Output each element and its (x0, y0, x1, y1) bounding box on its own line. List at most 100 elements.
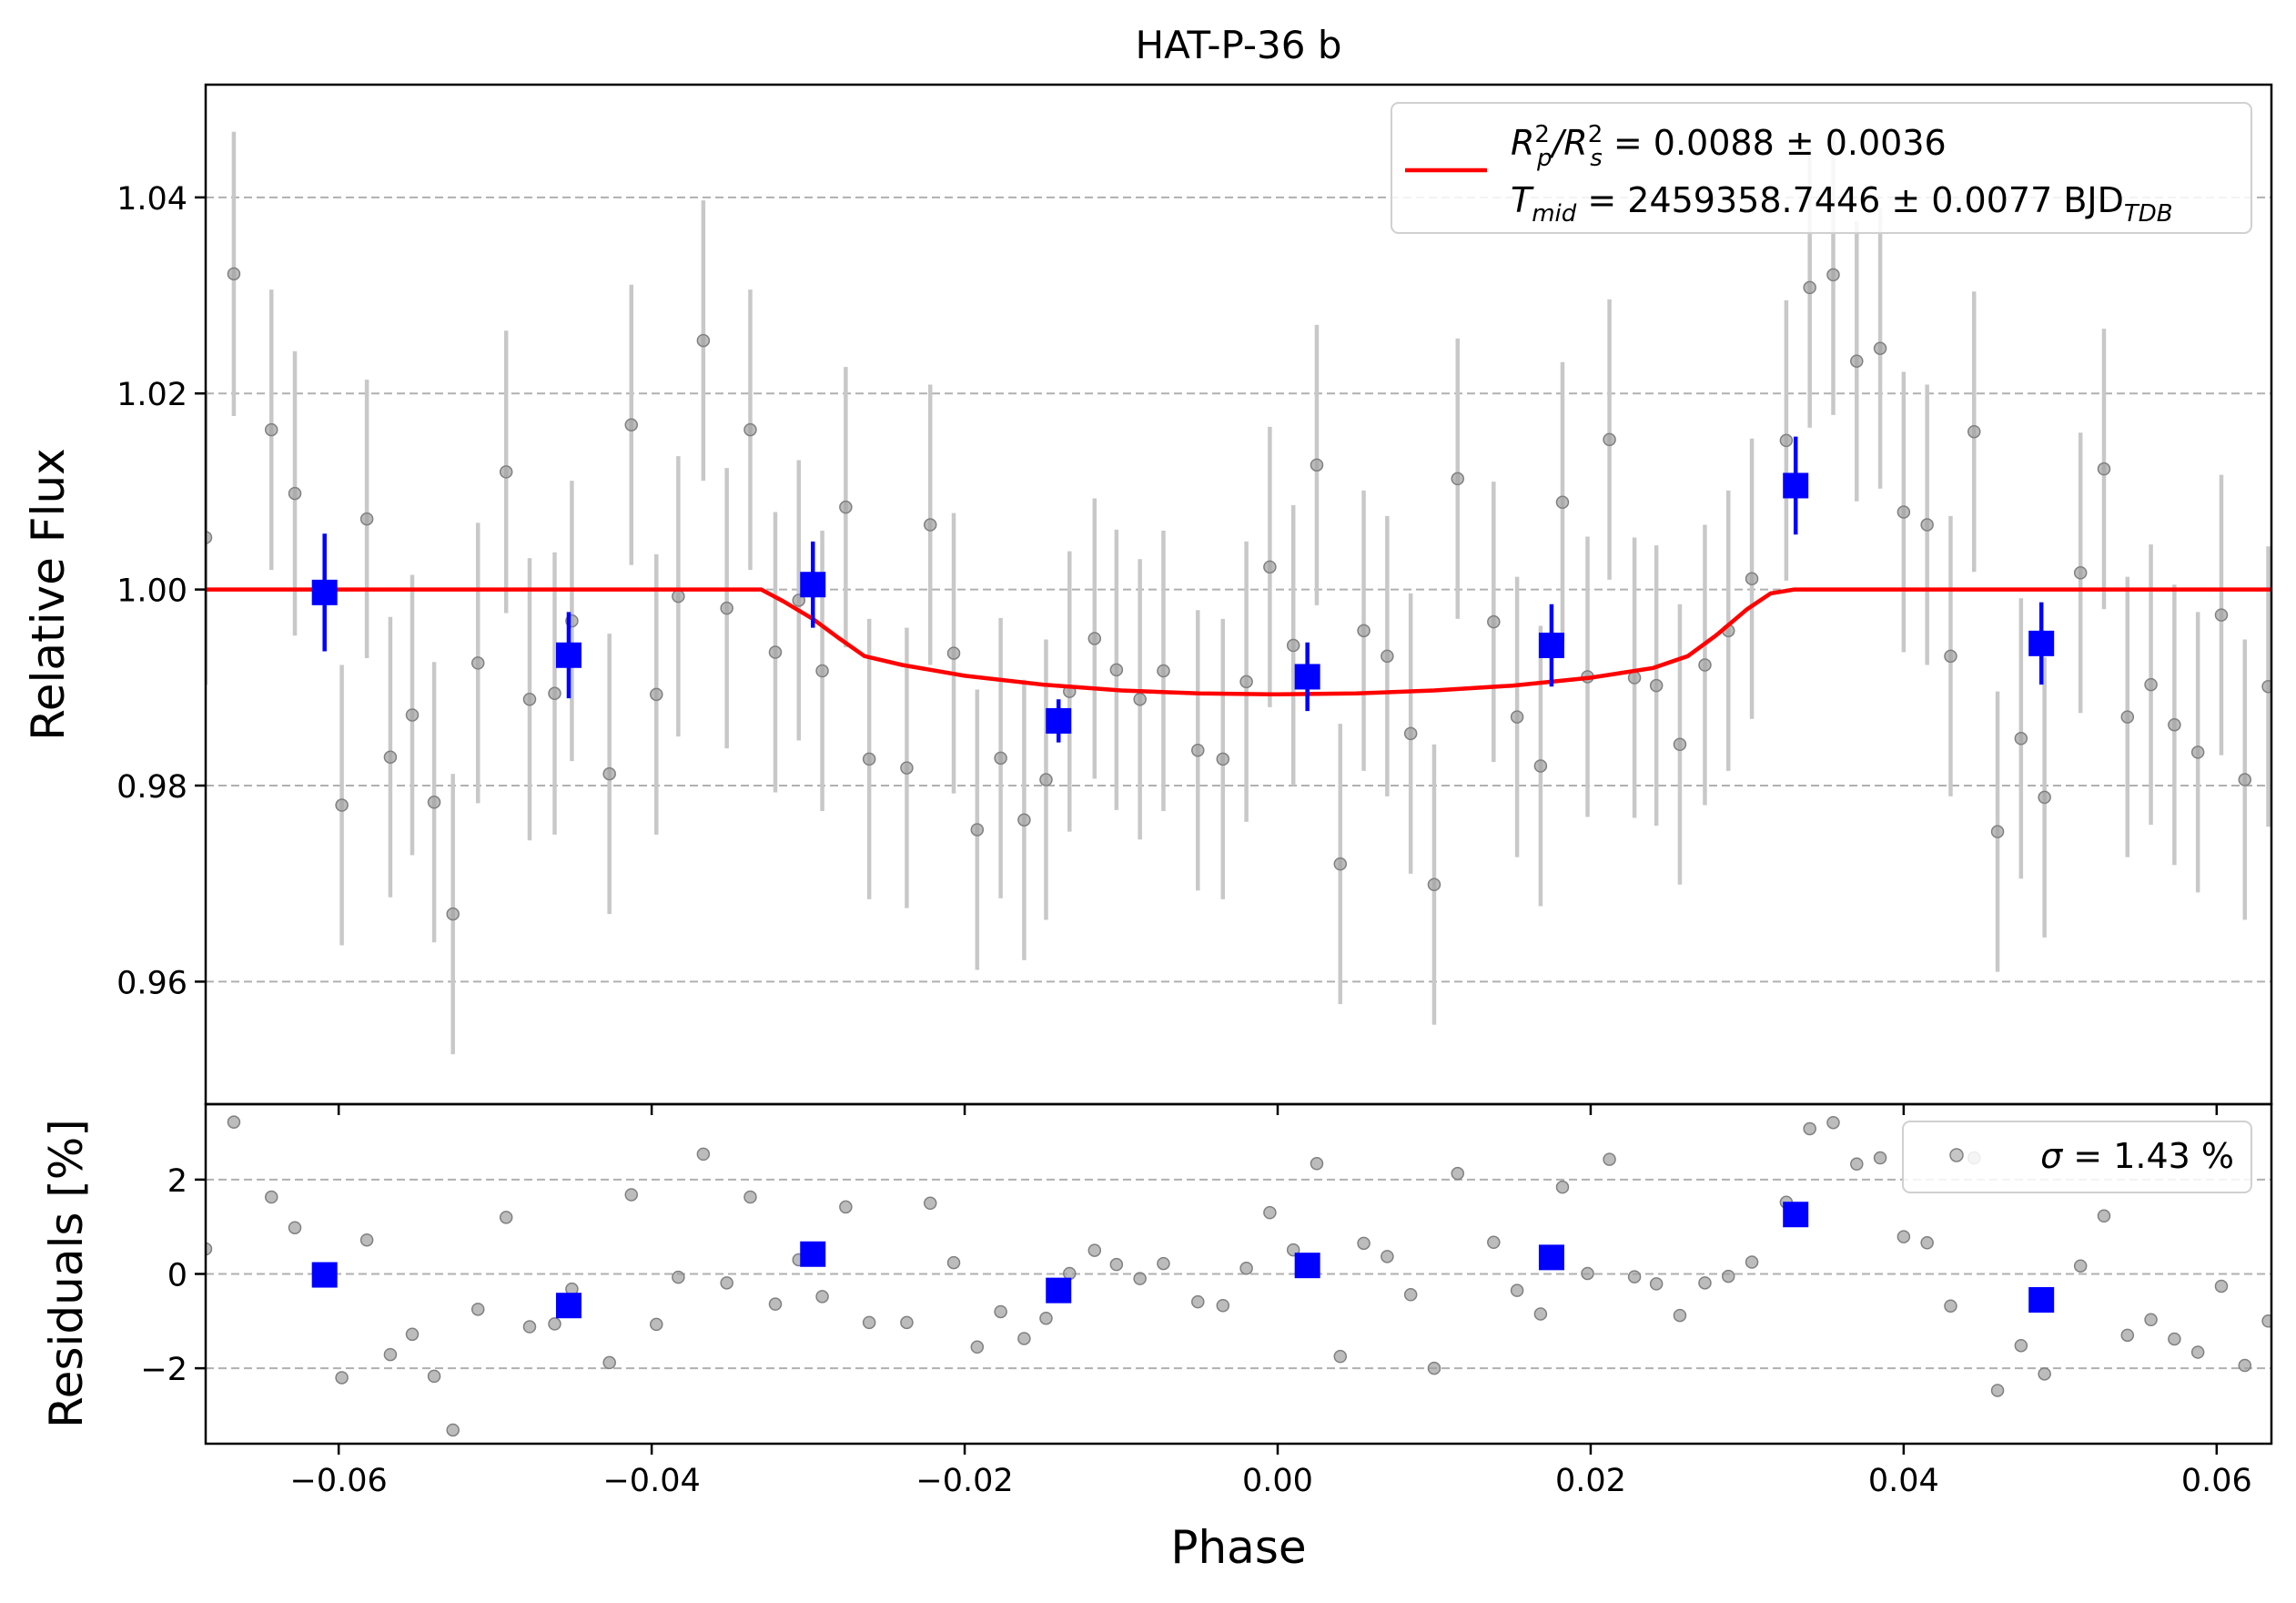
legend-tmid-value: = 2459358.7446 ± 0.0077 BJD (1576, 180, 2124, 220)
flux-y-ticks: 0.96 0.98 1.00 1.02 1.04 (116, 181, 206, 1001)
residuals-raw-point (1333, 1349, 1348, 1364)
legend-radius-ratio-text: R2 p/R2 s = 0.0088 ± 0.0036 (1511, 121, 1947, 172)
legend-tmid-text: Tmid = 2459358.7446 ± 0.0077 BJDTDB (1511, 180, 2173, 228)
residuals-raw-point (1357, 1236, 1371, 1251)
residuals-binned-point (1294, 1253, 1320, 1279)
residuals-raw-point (1555, 1180, 1570, 1194)
residuals-binned-point (311, 1262, 338, 1288)
residuals-raw-point (2214, 1279, 2229, 1294)
flux-raw-point (1109, 663, 1124, 677)
flux-y-tick-label: 0.96 (116, 965, 187, 1001)
flux-raw-point (1510, 710, 1524, 724)
residuals-raw-point (2097, 1209, 2111, 1223)
residuals-raw-point (335, 1371, 349, 1385)
residuals-raw-point (900, 1315, 914, 1330)
flux-raw-point (768, 645, 783, 659)
residuals-raw-point (1039, 1311, 1053, 1325)
residuals-raw-point (602, 1355, 616, 1370)
residuals-data (206, 1115, 2271, 1437)
residuals-x-tick-label: 0.00 (1242, 1463, 1313, 1499)
flux-raw-point (1779, 433, 1794, 448)
residuals-raw-point (1191, 1294, 1205, 1309)
residuals-raw-point (1451, 1166, 1465, 1181)
residuals-raw-point (1803, 1121, 1816, 1136)
flux-binned-point (1046, 707, 1072, 734)
flux-raw-point (2238, 773, 2252, 786)
residuals-raw-point (720, 1276, 733, 1290)
residuals-raw-point (1581, 1266, 1594, 1281)
flux-raw-point (1487, 614, 1501, 629)
flux-raw-point (405, 708, 420, 722)
flux-raw-point (1133, 692, 1147, 706)
flux-raw-point (2073, 566, 2088, 580)
residuals-binned-point (800, 1241, 826, 1267)
residuals-raw-point (1722, 1269, 1735, 1283)
residuals-raw-point (2168, 1332, 2181, 1346)
flux-raw-point (1649, 678, 1664, 693)
residuals-raw-point (1403, 1288, 1418, 1302)
residuals-raw-point (264, 1190, 278, 1204)
flux-raw-point (2097, 462, 2111, 476)
flux-raw-point (2261, 679, 2271, 694)
flux-legend: R2 p/R2 s = 0.0088 ± 0.0036 Tmid = 2459358… (1391, 102, 2252, 234)
legend-sup-b: 2 (1588, 121, 1603, 148)
residuals-binned-point (1538, 1244, 1564, 1271)
flux-binned-point (1783, 472, 1809, 499)
residuals-raw-point (650, 1317, 663, 1332)
residuals-x-tick-label: 0.04 (1868, 1463, 1939, 1499)
flux-raw-point (1087, 632, 1102, 645)
residuals-raw-point (1698, 1276, 1712, 1290)
residuals-raw-point (2190, 1345, 2205, 1359)
residuals-x-tick-label: −0.02 (915, 1463, 1013, 1499)
legend-radius-ratio-value: = 0.0088 ± 0.0036 (1603, 123, 1947, 163)
flux-raw-point (1533, 759, 1548, 773)
residuals-raw-point (206, 1242, 213, 1256)
flux-raw-point (1403, 726, 1418, 741)
flux-raw-point (1555, 495, 1570, 510)
residuals-raw-point (2238, 1358, 2252, 1373)
residuals-raw-point (1017, 1332, 1031, 1345)
flux-raw-point (1896, 505, 1911, 519)
residuals-raw-point (1063, 1266, 1077, 1281)
flux-raw-point (1603, 432, 1616, 447)
chart-title: HAT-P-36 b (1135, 23, 1341, 67)
flux-raw-point (206, 531, 213, 544)
residuals-binned-point (2028, 1286, 2055, 1313)
x-axis-label: Phase (1170, 1521, 1306, 1574)
flux-raw-point (994, 751, 1007, 766)
flux-raw-point (1826, 268, 1840, 282)
residuals-raw-point (1310, 1157, 1324, 1171)
residuals-raw-point (1649, 1277, 1664, 1291)
residuals-raw-point (815, 1290, 829, 1304)
residuals-raw-point (2014, 1338, 2028, 1353)
residuals-raw-point (2120, 1328, 2135, 1343)
flux-raw-point (1990, 825, 2005, 838)
flux-raw-point (1427, 878, 1441, 892)
flux-raw-point (288, 486, 302, 501)
residuals-raw-point (839, 1200, 853, 1214)
flux-binned-point (1538, 633, 1564, 658)
flux-raw-point (696, 333, 711, 348)
flux-raw-point (900, 761, 914, 775)
residuals-raw-point (522, 1320, 537, 1334)
residuals-raw-point (1487, 1235, 1501, 1250)
residuals-raw-point (1627, 1270, 1642, 1283)
flux-raw-point (1216, 752, 1230, 766)
residuals-raw-point (1157, 1256, 1170, 1271)
residuals-y-tick-label: 2 (167, 1163, 187, 1200)
flux-raw-point (1157, 664, 1170, 678)
residuals-x-ticks: −0.06 −0.04 −0.02 0.00 0.02 0.04 0.06 (290, 1444, 2252, 1499)
flux-raw-point (1698, 658, 1712, 672)
flux-raw-point (1381, 649, 1394, 664)
flux-raw-point (1803, 280, 1816, 295)
flux-raw-point (1745, 572, 1759, 586)
residuals-raw-point (1510, 1283, 1524, 1297)
flux-raw-point (1039, 773, 1053, 786)
residuals-binned-point (1783, 1202, 1809, 1228)
residuals-raw-point (1087, 1243, 1102, 1257)
residuals-x-tick-label: −0.06 (290, 1463, 388, 1499)
residuals-raw-point (970, 1340, 985, 1354)
residuals-y-tick-label: 0 (167, 1258, 187, 1294)
flux-raw-point (1451, 472, 1465, 486)
